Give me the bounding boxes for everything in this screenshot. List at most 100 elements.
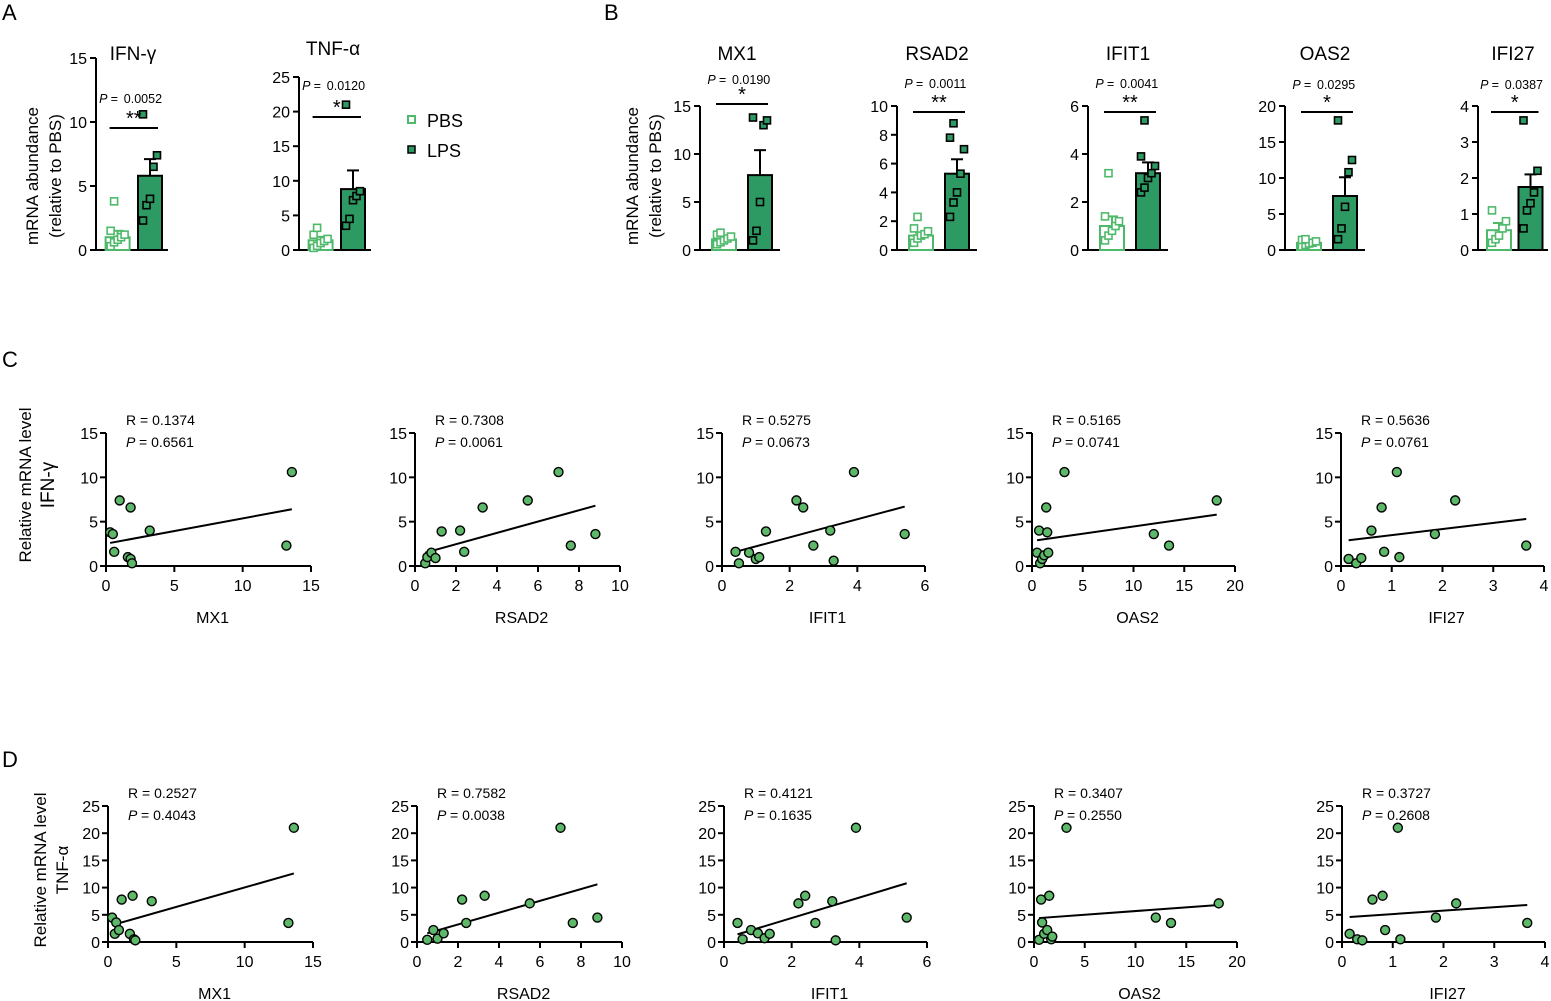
bar-chart-rsad2: RSAD2 0 2 4 6 8 10 ** P = 0.0011 — [870, 44, 977, 260]
x-tick-label: 8 — [575, 578, 584, 595]
p-value-label: P — [1052, 434, 1062, 450]
data-point — [1147, 168, 1156, 178]
data-point — [1395, 934, 1406, 945]
p-value: 0.0041 — [1120, 77, 1158, 91]
data-point — [565, 540, 576, 551]
data-point — [1301, 234, 1310, 244]
p-value: 0.0387 — [1505, 78, 1543, 92]
y-tick-label: 0 — [1015, 559, 1024, 576]
y-tick-label: 10 — [80, 470, 98, 487]
y-tick-label: 15 — [391, 853, 409, 870]
data-point — [825, 525, 836, 536]
data-point — [438, 928, 449, 939]
r-value: R = 0.7582 — [437, 785, 506, 801]
y-tick-label: 15 — [272, 139, 290, 156]
data-point — [1519, 224, 1528, 233]
x-tick-label: 6 — [536, 954, 545, 971]
y-tick-label: 15 — [1258, 135, 1276, 152]
p-value-label: P — [128, 807, 138, 823]
data-point — [793, 898, 804, 909]
y-tick-label: 15 — [389, 426, 407, 443]
x-tick-label: 20 — [1228, 954, 1246, 971]
data-point — [1449, 495, 1461, 506]
data-point — [524, 898, 535, 909]
data-point — [755, 197, 765, 207]
data-point — [909, 224, 919, 233]
data-point — [456, 894, 468, 905]
data-point — [461, 917, 472, 929]
x-tick-label: 10 — [236, 954, 254, 971]
data-point — [106, 226, 115, 236]
r-value: R = 0.4121 — [744, 785, 813, 801]
y-tick-label: 5 — [705, 515, 714, 532]
data-point — [1333, 234, 1343, 244]
x-tick-label: 2 — [1438, 578, 1447, 595]
data-point — [459, 546, 470, 558]
y-tick-label: 0 — [78, 243, 87, 260]
p-value: 0.0052 — [124, 92, 162, 106]
data-point — [107, 528, 119, 540]
data-point — [913, 212, 922, 222]
data-point — [1165, 917, 1177, 929]
x-tick-label: 2 — [454, 954, 463, 971]
data-point — [828, 555, 839, 566]
bar-chart-mx1: MX1 0 5 10 15 * P = 0.0190 — [673, 44, 780, 260]
y-tick-label: 10 — [1008, 881, 1026, 898]
data-point — [752, 928, 764, 939]
data-point — [1044, 890, 1055, 901]
x-tick-label: 10 — [234, 578, 252, 595]
y-tick-label: 0 — [879, 243, 888, 260]
bar-chart-oas2: OAS2 0 5 10 15 20 * P = 0.0295 — [1258, 44, 1365, 260]
data-point — [901, 912, 912, 923]
y-tick-label: 0 — [1070, 243, 1079, 260]
y-tick-label: 20 — [1008, 826, 1026, 843]
data-point — [1501, 216, 1511, 226]
x-tick-label: 3 — [1490, 954, 1499, 971]
y-tick-label: 0 — [1017, 935, 1026, 952]
y-tick-label: 25 — [391, 799, 409, 816]
p-value-label: P — [742, 434, 752, 450]
significance-stars: ** — [126, 108, 142, 130]
data-point — [592, 912, 603, 923]
data-point — [341, 100, 351, 109]
data-point — [1344, 167, 1353, 177]
data-point — [553, 466, 564, 478]
data-point — [1140, 116, 1149, 125]
y-tick-label: 15 — [698, 853, 716, 870]
regression-line — [1039, 904, 1219, 920]
panel-letter-c: C — [2, 347, 18, 372]
data-point — [1430, 912, 1442, 923]
y-tick-label: 0 — [281, 243, 290, 260]
y-tick-label: 4 — [1460, 99, 1469, 116]
x-axis-label: IFIT1 — [811, 986, 848, 1001]
data-point — [1487, 206, 1497, 215]
y-tick-label: 25 — [272, 70, 290, 87]
x-tick-label: 20 — [1226, 578, 1244, 595]
data-point — [1059, 466, 1070, 478]
y-tick-label: 0 — [1460, 243, 1469, 260]
data-point — [1035, 894, 1047, 905]
p-value: 0.0120 — [327, 79, 365, 93]
x-tick-label: 0 — [1030, 954, 1039, 971]
x-tick-label: 8 — [577, 954, 586, 971]
y-tick-label: 20 — [1258, 99, 1276, 116]
data-point — [1494, 231, 1504, 240]
y-tick-label: 15 — [1008, 853, 1026, 870]
data-point — [1378, 546, 1390, 558]
data-point — [1337, 224, 1346, 233]
y-tick-label: 15 — [696, 426, 714, 443]
x-tick-label: 5 — [172, 954, 181, 971]
chart-title: TNF-α — [306, 39, 360, 60]
data-point — [1150, 161, 1160, 171]
data-point — [945, 133, 955, 142]
bar-chart-ifit1: IFIT1 0 2 4 6 ** P = 0.0041 — [1070, 44, 1168, 260]
y-tick-label: 5 — [89, 515, 98, 532]
x-tick-label: 2 — [452, 578, 461, 595]
data-point — [1042, 527, 1053, 538]
x-tick-label: 15 — [302, 578, 320, 595]
data-point — [116, 894, 127, 905]
data-point — [126, 558, 138, 569]
data-point — [1340, 202, 1350, 212]
data-point — [848, 466, 860, 478]
y-tick-label: 4 — [1070, 147, 1079, 164]
